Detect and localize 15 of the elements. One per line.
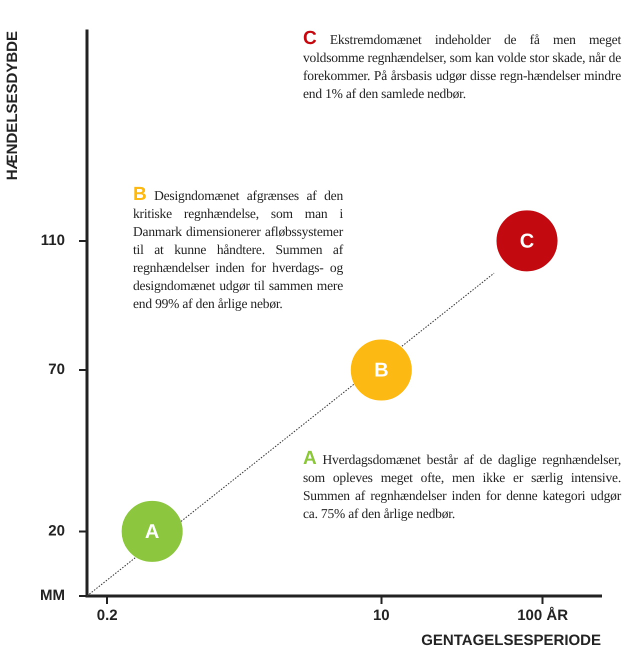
x-tick-label: 10 <box>372 607 390 624</box>
annotation: A Hverdagsdomænet består af de daglige regnhændelser, som opleves meget ofte, men ikke er særlig intensive. Summen af regnhændelser inden for denne kategori udgør ca. 75% af den årlige nedbør. <box>303 448 621 523</box>
x-axis-title: GENTAGELSESPERIODE <box>421 632 601 650</box>
series-label: B <box>374 360 389 382</box>
x-tick-label: 0.2 <box>96 607 118 624</box>
series-label: A <box>144 520 160 543</box>
series-label: C <box>520 230 534 252</box>
annotation: C Ekstremdomænet indeholder de få men meget voldsomme regnhændelser, som kan volde stor skade, når de forekommer. På årsbasis udgør disse regn-hændelser mindre end 1% af den samlede nedbør. <box>303 28 621 103</box>
y-tick-label: 20 <box>48 522 65 540</box>
y-tick-label: 70 <box>48 361 65 378</box>
annotation: B Designdomænet afgrænses af den kritiske regnhændelse, som man i Danmark dimensionerer afløbssystemer til at kunne håndtere. Summen af regnhændelser inden for hverdags- og designdomænet udgør til sammen mere end 99% af den årlige nebør. <box>133 184 343 313</box>
x-tick-label: 100 ÅR <box>517 606 568 624</box>
y-tick-label: MM <box>40 587 65 604</box>
y-tick-label: 110 <box>40 232 65 249</box>
y-axis-title: HÆNDELSESDYBDE <box>4 31 22 180</box>
